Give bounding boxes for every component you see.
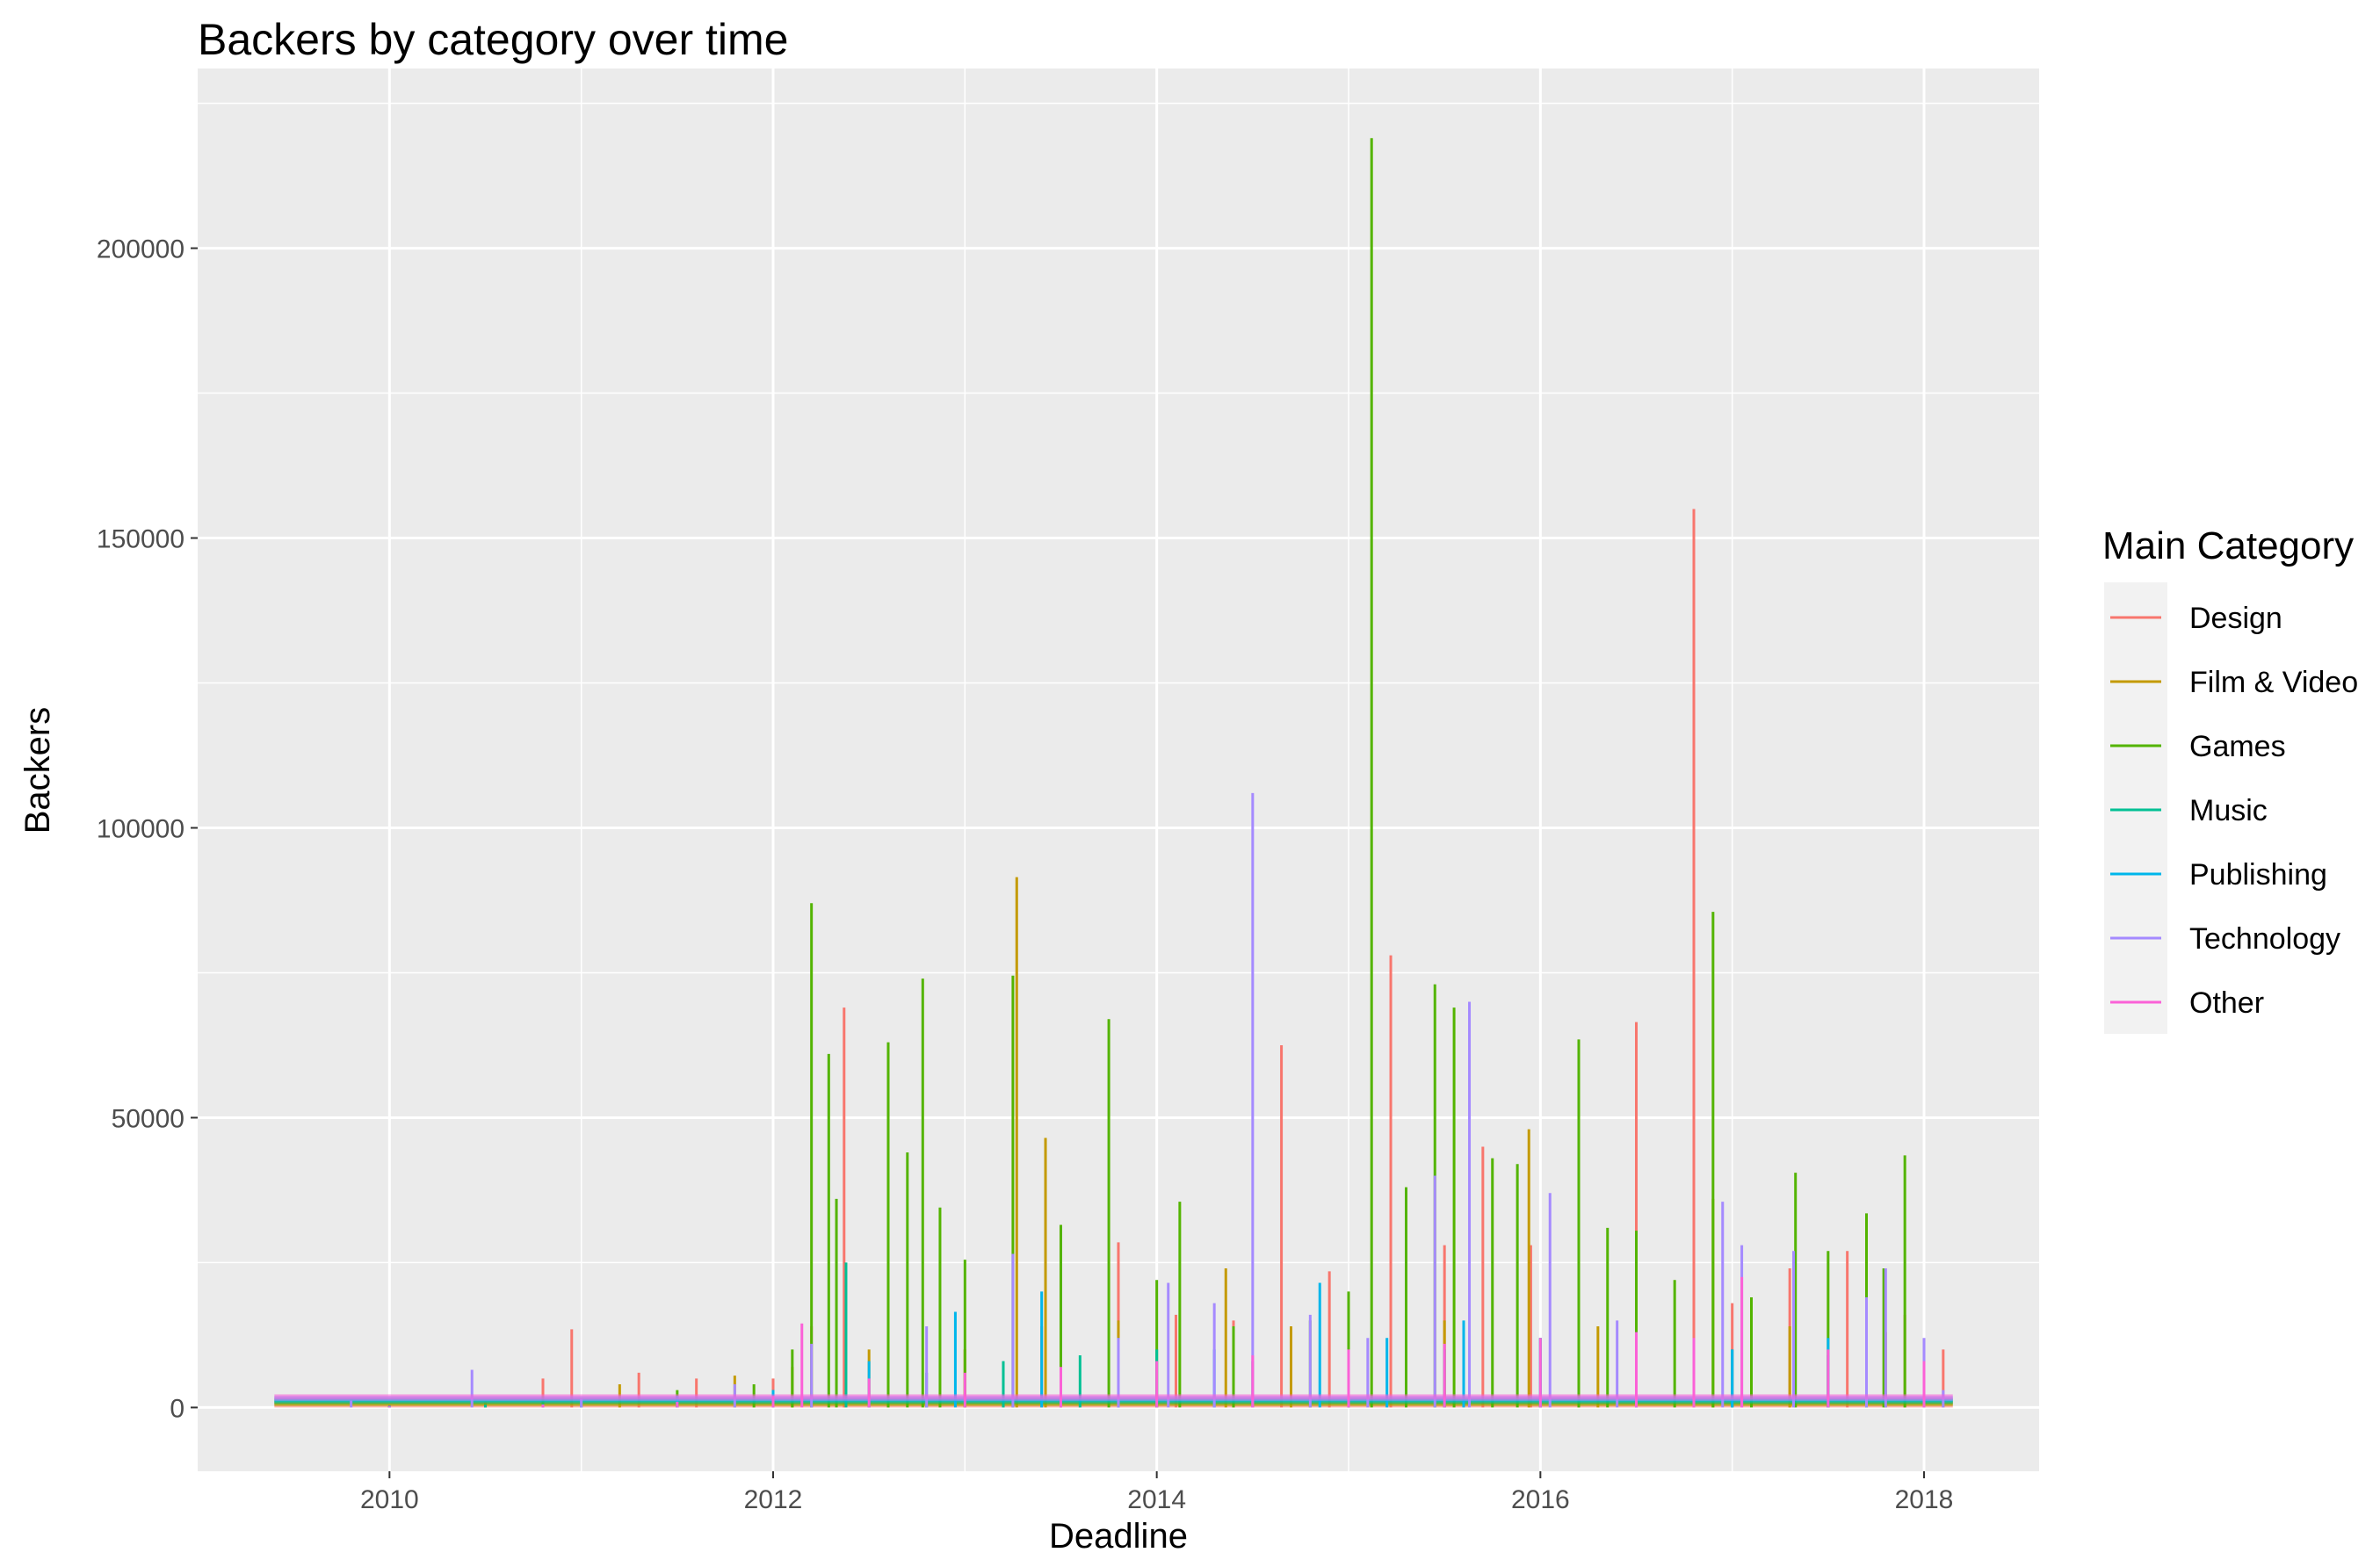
y-tick-label: 200000 — [97, 235, 184, 264]
chart-title: Backers by category over time — [198, 15, 789, 64]
legend-label: Film & Video — [2189, 666, 2358, 699]
series-baseline-band — [274, 1394, 1953, 1400]
minor-gridlines — [198, 69, 2039, 1471]
x-tick-label: 2016 — [1511, 1485, 1570, 1514]
x-tick-label: 2012 — [744, 1485, 803, 1514]
legend-label: Technology — [2189, 922, 2340, 956]
y-axis-title: Backers — [18, 707, 57, 834]
legend-key-background — [2104, 582, 2167, 1034]
y-tick-label: 150000 — [97, 525, 184, 554]
legend-label: Design — [2189, 602, 2282, 635]
legend-label: Games — [2189, 730, 2286, 763]
series-other — [274, 1276, 1953, 1408]
legend-label: Other — [2189, 986, 2264, 1020]
x-tick-label: 2018 — [1895, 1485, 1954, 1514]
series-layer — [274, 138, 1953, 1408]
x-axis-tick-labels: 2010 2012 2014 2016 2018 — [360, 1485, 1953, 1514]
x-tick-label: 2014 — [1127, 1485, 1186, 1514]
legend-label: Publishing — [2189, 858, 2327, 892]
y-tick-label: 0 — [170, 1394, 184, 1423]
legend-label: Music — [2189, 794, 2268, 827]
x-axis-title: Deadline — [1049, 1517, 1188, 1556]
legend: Main Category Design Film & Video Games Mus… — [2102, 524, 2358, 1034]
legend-title: Main Category — [2102, 524, 2354, 567]
x-tick-label: 2010 — [360, 1485, 419, 1514]
y-tick-label: 100000 — [97, 814, 184, 843]
y-tick-label: 50000 — [112, 1104, 184, 1133]
y-axis-tick-labels: 0 50000 100000 150000 200000 — [97, 235, 184, 1424]
axis-ticks — [191, 247, 1925, 1478]
